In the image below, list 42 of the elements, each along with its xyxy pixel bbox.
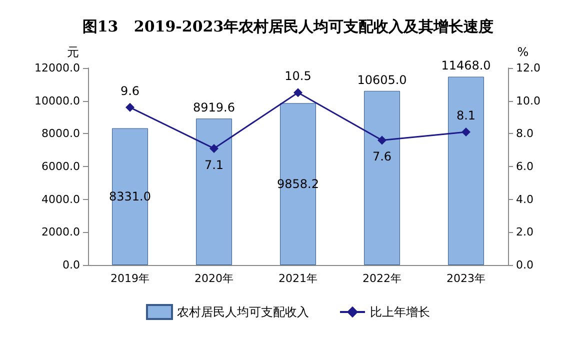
y-tick-label: 10000.0 (34, 94, 80, 108)
y-tick-label: 0.0 (62, 258, 80, 272)
bar (364, 90, 400, 265)
data-label: 7.1 (204, 158, 224, 172)
y2-tick-label: 12.0 (516, 62, 540, 74)
y2-tick-label: 8.0 (516, 127, 534, 140)
y2-tick-label: 10.0 (516, 94, 540, 108)
point (210, 144, 218, 153)
x-tick-label: 2022年 (362, 272, 402, 285)
y2-tick-label: 4.0 (516, 192, 534, 206)
x-tick-label: 2019年 (110, 272, 150, 285)
legend-label: 比上年增长 (370, 305, 430, 319)
data-label: 11468.0 (441, 58, 491, 73)
y-tick-label: 12000.0 (34, 62, 80, 74)
y2-tick-label: 0.0 (516, 258, 534, 272)
y-tick-label: 6000.0 (42, 160, 80, 173)
point (378, 136, 386, 145)
data-label: 7.6 (372, 150, 392, 164)
data-label: 9.6 (120, 84, 140, 98)
data-label: 10.5 (284, 69, 312, 84)
point (126, 102, 134, 112)
data-label: 8.1 (456, 108, 476, 123)
y2-tick-label: 6.0 (516, 160, 534, 173)
x-tick-label: 2023年 (446, 272, 486, 285)
y-tick-label: 8000.0 (42, 127, 80, 140)
legend-label: 农村居民人均可支配收入 (177, 305, 309, 319)
bar (448, 76, 484, 265)
y2-axis-title: % (517, 45, 529, 59)
bar (196, 118, 232, 265)
x-tick-label: 2020年 (194, 272, 234, 285)
point (462, 128, 470, 137)
point (294, 88, 302, 98)
data-label: 9858.2 (277, 177, 319, 192)
data-label: 10605.0 (357, 72, 407, 87)
y-tick-label: 4000.0 (42, 192, 80, 206)
chart-title: 图13 2019-2023年农村居民人均可支配收入及其增长速度 (82, 18, 494, 36)
y-tick-label: 2000.0 (42, 226, 80, 239)
y2-tick-label: 2.0 (516, 226, 534, 239)
data-label: 8331.0 (109, 190, 151, 204)
data-label: 8919.6 (193, 100, 235, 115)
y-axis-title: 元 (67, 45, 79, 59)
x-tick-label: 2021年 (278, 272, 318, 285)
